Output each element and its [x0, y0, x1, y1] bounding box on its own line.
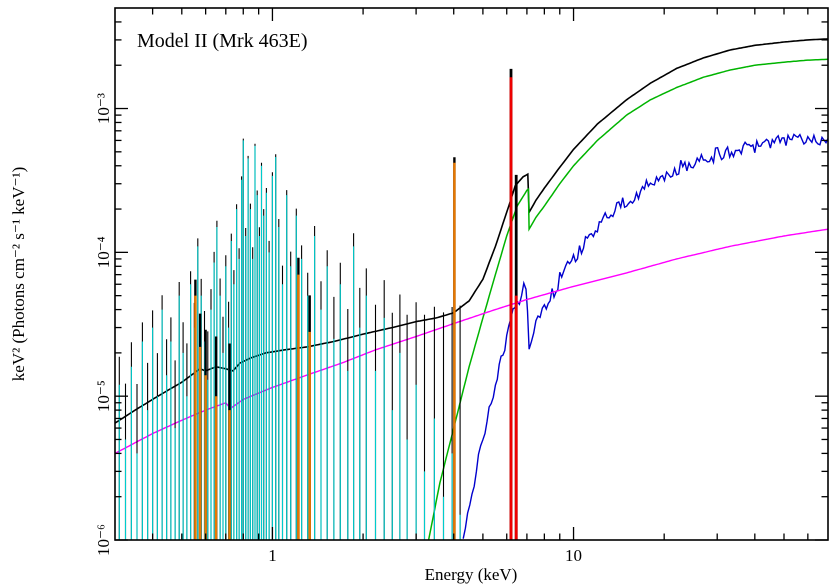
y-tick-label: 10⁻⁵	[94, 380, 113, 412]
series-total_model	[115, 38, 828, 424]
series-scattered_powerlaw	[115, 228, 828, 455]
x-tick-label: 1	[268, 546, 277, 565]
plot-axes: 1 10 10⁻⁶ 10⁻⁵ 10⁻⁴ 10⁻³	[94, 7, 829, 565]
series-fe_k_emission_lines	[509, 68, 518, 540]
x-tick-label: 10	[565, 546, 582, 565]
x-axis-label: Energy (keV)	[425, 565, 518, 584]
y-axis-label: keV² (Photons cm⁻² s⁻¹ keV⁻¹)	[9, 167, 28, 381]
plot-title: Model II (Mrk 463E)	[137, 30, 308, 52]
plot-frame	[114, 7, 829, 541]
series-absorbed_secondary_powerlaw	[462, 133, 828, 539]
y-tick-label: 10⁻⁴	[94, 236, 113, 268]
plot-series	[115, 38, 828, 540]
series-absorbed_primary_powerlaw	[427, 58, 828, 540]
y-tick-label: 10⁻⁶	[94, 524, 113, 556]
series-gaussian_emission_lines	[194, 157, 456, 540]
y-tick-label: 10⁻³	[94, 93, 113, 124]
